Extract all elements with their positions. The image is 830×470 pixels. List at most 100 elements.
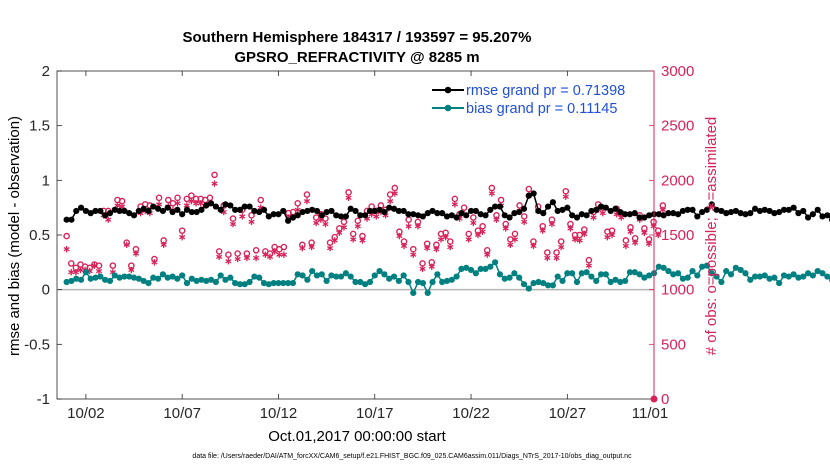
- obs-possible-point: [294, 199, 302, 207]
- rmse-point: [366, 207, 374, 215]
- obs-assimilated-point: [451, 201, 458, 208]
- obs-assimilated-point: [331, 237, 338, 244]
- bias-point: [207, 276, 215, 283]
- rmse-point: [626, 211, 634, 218]
- obs-assimilated-point: [63, 246, 70, 253]
- rmse-point: [535, 207, 542, 215]
- bias-point: [626, 269, 634, 276]
- obs-assimilated-point: [294, 206, 301, 214]
- obs-assimilated-point: [511, 236, 519, 243]
- bias-point: [795, 274, 802, 281]
- bias-point: [140, 277, 147, 285]
- bias-point: [77, 276, 85, 283]
- rmse-point: [737, 210, 744, 217]
- rmse-point: [280, 207, 287, 215]
- rmse-point: [660, 212, 667, 219]
- y-axis-label-right: # of obs: o=possible; ∗=assimilated: [703, 117, 720, 356]
- bias-point: [381, 271, 388, 278]
- x-tick-label: 11/01: [632, 405, 668, 422]
- rmse-point: [699, 208, 706, 216]
- bias-point: [699, 263, 706, 270]
- rmse-point: [602, 204, 609, 211]
- rmse-point: [795, 210, 802, 217]
- bias-point: [318, 271, 325, 278]
- obs-assimilated-point: [95, 267, 103, 275]
- bias-point: [405, 278, 412, 286]
- rmse-point: [732, 207, 739, 215]
- rmse-point: [410, 211, 417, 218]
- bias-point: [506, 274, 513, 281]
- bias-point: [342, 270, 349, 277]
- obs-assimilated-point: [114, 202, 121, 209]
- bias-point: [434, 271, 441, 278]
- bias-point: [183, 280, 191, 287]
- bias-point: [145, 280, 152, 287]
- rmse-point: [193, 208, 200, 216]
- bias-point: [227, 274, 234, 281]
- obs-possible-point: [460, 204, 468, 211]
- bias-point: [222, 276, 229, 283]
- bias-point: [694, 272, 701, 279]
- obs-assimilated-point: [414, 223, 421, 230]
- bias-point: [540, 280, 547, 287]
- bias-point: [164, 274, 171, 281]
- bias-point: [130, 274, 138, 281]
- obs-assimilated-point: [391, 190, 398, 197]
- y2-tick-label: 2500: [661, 118, 694, 135]
- rmse-point: [467, 207, 475, 215]
- rmse-point: [776, 208, 783, 216]
- bias-point: [241, 281, 248, 288]
- rmse-point: [414, 212, 422, 219]
- legend-bias-label: bias grand pr = 0.11145: [466, 101, 617, 117]
- bias-point: [188, 275, 195, 282]
- obs-assimilated-point: [479, 228, 486, 235]
- obs-assimilated-point: [465, 236, 472, 243]
- rmse-series-layer: [63, 190, 830, 224]
- bias-point: [785, 273, 792, 280]
- x-tick-label: 10/02: [67, 405, 105, 422]
- obs-assimilated-point: [470, 219, 477, 227]
- obs-assimilated-point: [253, 254, 260, 262]
- obs-assimilated-point: [433, 246, 440, 253]
- bias-point: [752, 273, 759, 280]
- x-axis-label: Oct.01,2017 00:00:00 start: [268, 428, 446, 445]
- rmse-point: [77, 204, 85, 211]
- obs-assimilated-point: [248, 218, 255, 226]
- rmse-point: [752, 205, 759, 212]
- obs-assimilated-point: [225, 258, 232, 265]
- bias-point: [718, 278, 725, 286]
- obs-assimilated-point: [211, 180, 218, 187]
- obs-assimilated-point: [530, 242, 537, 250]
- rmse-point: [390, 205, 398, 212]
- bias-point: [703, 262, 711, 269]
- obs-possible-point: [280, 243, 288, 251]
- rmse-point: [140, 205, 147, 212]
- rmse-point: [477, 211, 484, 218]
- rmse-point: [819, 213, 826, 220]
- rmse-point: [400, 207, 407, 215]
- obs-assimilated-point: [659, 206, 666, 214]
- y-tick-label: -1: [37, 391, 50, 408]
- y2-tick-label: 1500: [661, 227, 694, 244]
- rmse-point: [631, 210, 638, 217]
- chart-title-line1: Southern Hemisphere 184317 / 193597 = 95…: [183, 29, 532, 46]
- bias-point: [357, 278, 364, 286]
- rmse-point: [424, 210, 431, 217]
- rmse-point: [227, 202, 234, 209]
- bias-point: [554, 273, 561, 280]
- rmse-point: [188, 208, 195, 216]
- x-tick-label: 10/07: [163, 405, 201, 422]
- rmse-point: [155, 205, 162, 212]
- bias-point: [179, 272, 186, 279]
- rmse-point: [703, 206, 711, 213]
- legend: rmse grand pr = 0.71398 bias grand pr = …: [428, 80, 648, 120]
- rmse-point: [622, 211, 629, 218]
- bias-point: [535, 278, 542, 286]
- bias-point: [313, 272, 321, 279]
- legend-rmse-marker: [444, 86, 452, 94]
- rmse-point: [318, 212, 325, 219]
- rmse-point: [328, 207, 335, 215]
- bias-series-layer: [63, 259, 830, 297]
- bias-point: [203, 277, 210, 285]
- obs-assimilated-point: [548, 220, 556, 228]
